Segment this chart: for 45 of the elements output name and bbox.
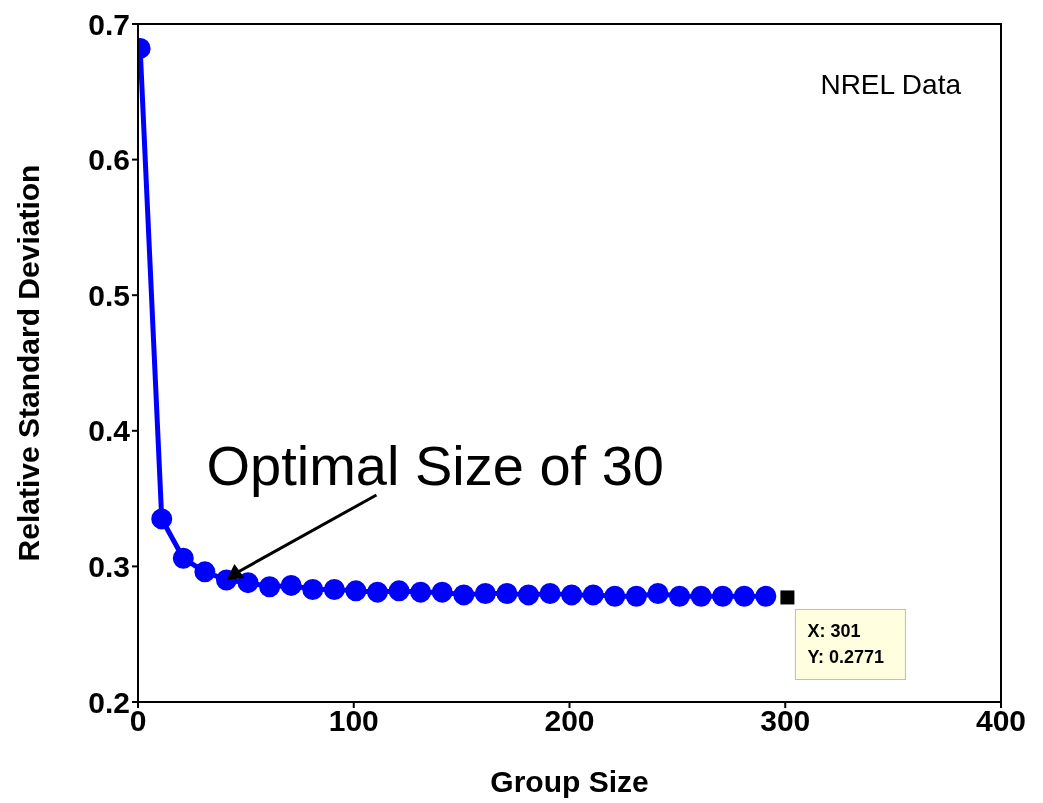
point	[690, 585, 712, 607]
point	[582, 584, 604, 606]
point	[151, 508, 173, 530]
x-axis-title: Group Size	[490, 765, 649, 798]
x-tick-label: 400	[975, 704, 1027, 738]
point	[259, 576, 281, 598]
point	[280, 574, 302, 596]
point	[780, 590, 795, 605]
annotation: Optimal Size of 30	[206, 433, 664, 497]
y-tick-label: 0.6	[88, 143, 130, 177]
point	[669, 585, 691, 607]
point	[172, 547, 194, 569]
point	[237, 572, 259, 594]
annotation: X: 301 Y: 0.2771	[807, 621, 885, 668]
point	[561, 584, 583, 606]
y-axis-title: Relative Standard Deviation	[11, 164, 45, 562]
annotation: NREL Data	[820, 69, 962, 100]
point	[410, 581, 432, 603]
x-tick-label: 300	[760, 704, 811, 738]
point	[539, 583, 561, 605]
point	[755, 585, 777, 607]
point	[366, 581, 388, 603]
point	[431, 581, 453, 603]
y-tick-label: 0.4	[88, 414, 131, 448]
y-tick-label: 0.2	[88, 685, 130, 719]
point	[388, 580, 410, 602]
point	[647, 583, 669, 605]
point	[518, 584, 540, 606]
point	[604, 585, 626, 607]
x-tick-label: 200	[544, 704, 595, 738]
point	[733, 585, 755, 607]
point	[496, 583, 518, 605]
point	[453, 584, 475, 606]
point	[625, 585, 647, 607]
y-tick-label: 0.3	[88, 550, 130, 584]
point	[712, 585, 734, 607]
y-tick-label: 0.5	[88, 278, 130, 312]
point	[194, 561, 216, 583]
point	[302, 578, 324, 600]
y-tick-label: 0.7	[88, 7, 130, 41]
x-tick-label: 0	[129, 704, 147, 738]
x-tick-label: 100	[328, 704, 379, 738]
point	[474, 583, 496, 605]
point	[345, 580, 367, 602]
point	[323, 578, 345, 600]
